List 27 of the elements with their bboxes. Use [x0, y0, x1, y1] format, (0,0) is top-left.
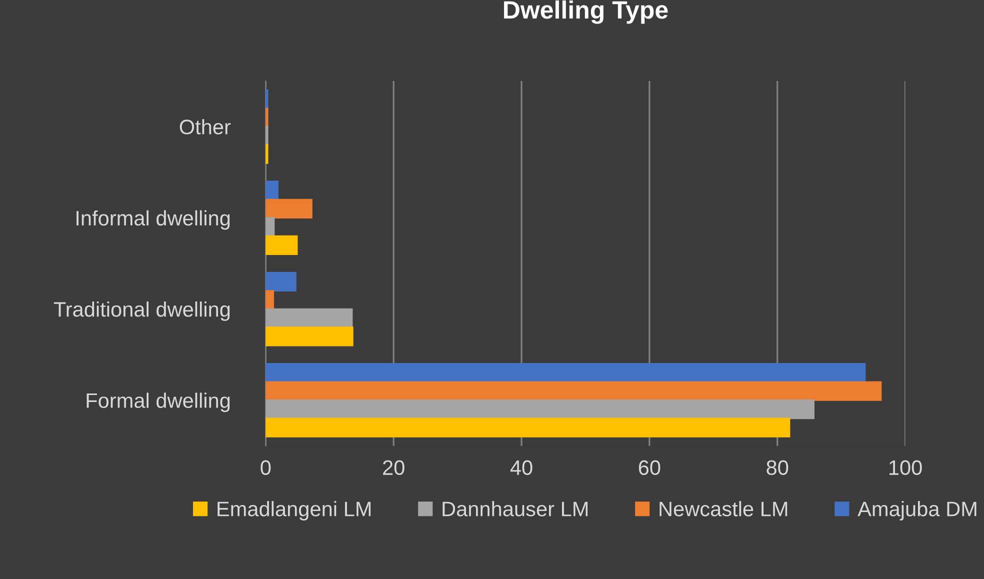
bar: [266, 326, 354, 346]
chart-title: Dwelling Type: [504, 0, 668, 24]
bar: [266, 400, 815, 420]
x-tick-label: 40: [510, 460, 532, 476]
legend-label: Newcastle LM: [660, 501, 788, 516]
bar: [266, 198, 312, 219]
bar: [266, 308, 353, 328]
x-tick-label: 100: [889, 460, 922, 476]
x-tick-label: 0: [260, 460, 271, 476]
x-tick-label: 80: [766, 460, 788, 476]
bar: [266, 381, 882, 401]
legend-label: Dannhauser LM: [442, 501, 588, 516]
bar: [266, 235, 298, 256]
x-tick-label: 60: [638, 460, 660, 476]
legend-label: Amajuba DM: [858, 501, 976, 520]
bar: [266, 363, 866, 383]
legend-label: Emadlangeni LM: [218, 501, 371, 520]
bar: [266, 290, 274, 310]
bar: [266, 418, 790, 438]
x-tick-label: 20: [383, 460, 404, 476]
y-tick-label: Formal dwelling: [86, 392, 230, 412]
y-tick-label: Informal dwelling: [76, 210, 230, 230]
y-tick-label: Traditional dwelling: [54, 301, 230, 321]
bar: [266, 272, 296, 292]
bar: [266, 180, 279, 200]
y-tick-label: Other: [180, 119, 231, 134]
bar: [266, 217, 275, 237]
